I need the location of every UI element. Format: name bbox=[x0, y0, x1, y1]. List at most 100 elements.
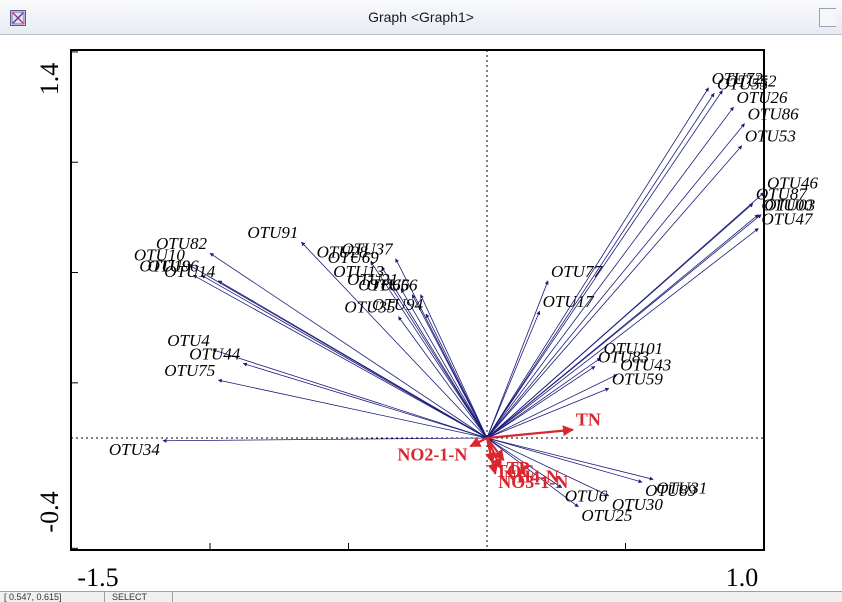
cursor-coordinates: [ 0.547, 0.615] bbox=[2, 592, 105, 602]
title-bar[interactable]: Graph <Graph1> bbox=[0, 0, 842, 35]
species-label-otu69[interactable]: OTU69 bbox=[328, 248, 380, 267]
species-label-otu19[interactable]: OTU19 bbox=[139, 256, 191, 275]
plot-canvas[interactable]: OTU82 OTU10 OTU19 OTU96 OTU14 OTU91 OTU28 OTU69… bbox=[0, 35, 842, 592]
species-label-otu55[interactable]: OTU55 bbox=[717, 74, 768, 93]
species-label-otu52[interactable]: OTU52 bbox=[725, 72, 777, 91]
species-vector-otu44[interactable] bbox=[242, 362, 488, 439]
species-label-otu31[interactable]: OTU31 bbox=[656, 478, 707, 497]
species-label-otu44[interactable]: OTU44 bbox=[189, 345, 241, 364]
status-bar: [ 0.547, 0.615] SELECT bbox=[0, 591, 842, 602]
species-vector-otu89[interactable] bbox=[486, 437, 643, 484]
species-vector-otu77[interactable] bbox=[486, 280, 549, 439]
env-label-no3-1-n[interactable]: NO3-1-N bbox=[498, 472, 568, 492]
window-control-button[interactable] bbox=[819, 8, 836, 27]
species-label-otu66[interactable]: OTU66 bbox=[358, 276, 410, 295]
species-label-otu34[interactable]: OTU34 bbox=[109, 440, 161, 459]
species-vector-otu55[interactable] bbox=[486, 92, 715, 439]
env-label-toc[interactable]: TOC bbox=[496, 461, 535, 481]
env-vector-tn[interactable] bbox=[486, 425, 574, 440]
species-label-otu82[interactable]: OTU82 bbox=[156, 234, 208, 253]
species-vector-otu17[interactable] bbox=[486, 310, 541, 439]
species-vector-otu86[interactable] bbox=[486, 123, 745, 439]
species-vector-otu59[interactable] bbox=[486, 387, 610, 439]
tool-mode: SELECT bbox=[110, 592, 173, 602]
species-vector-otu30[interactable] bbox=[486, 437, 610, 497]
species-label-otu53[interactable]: OTU53 bbox=[745, 127, 796, 146]
species-label-otu14[interactable]: OTU14 bbox=[164, 262, 216, 281]
env-label-nh4-n[interactable]: NH4-N bbox=[504, 466, 559, 486]
species-label-otu37[interactable]: OTU37 bbox=[342, 240, 395, 259]
species-label-otu96[interactable]: OTU96 bbox=[148, 256, 200, 275]
species-vector-otu31[interactable] bbox=[486, 437, 654, 481]
species-label-otu03[interactable]: OTU03 bbox=[764, 196, 815, 215]
species-vector-otu56[interactable] bbox=[420, 294, 488, 439]
env-label-tn[interactable]: TN bbox=[576, 410, 601, 430]
species-label-otu25[interactable]: OTU25 bbox=[581, 506, 632, 525]
species-vector-otu6[interactable] bbox=[486, 437, 563, 488]
species-vector-otu101[interactable] bbox=[486, 357, 601, 439]
species-vector-otu03[interactable] bbox=[486, 214, 762, 439]
species-label-otu77[interactable]: OTU77 bbox=[551, 262, 604, 281]
species-label-otu83[interactable]: OTU83 bbox=[598, 347, 649, 366]
species-label-otu43[interactable]: OTU43 bbox=[620, 356, 671, 375]
graph-window-icon[interactable] bbox=[10, 10, 26, 26]
species-vector-otu14[interactable] bbox=[217, 280, 488, 439]
species-label-otu6[interactable]: OTU6 bbox=[565, 487, 608, 506]
species-vector-otu47[interactable] bbox=[486, 228, 759, 439]
x-tick-label-min: -1.5 bbox=[77, 563, 118, 591]
species-label-otu46[interactable]: OTU46 bbox=[767, 174, 819, 193]
plot-frame bbox=[70, 49, 765, 551]
species-label-otu75[interactable]: OTU75 bbox=[164, 361, 215, 380]
species-label-otu56[interactable]: OTU56 bbox=[367, 276, 419, 295]
species-vector-otu91[interactable] bbox=[301, 241, 488, 439]
species-label-otu86[interactable]: OTU86 bbox=[748, 105, 800, 124]
species-label-otu89[interactable]: OTU89 bbox=[645, 481, 697, 500]
species-vector-otu21[interactable] bbox=[400, 288, 488, 439]
species-vector-otu96[interactable] bbox=[201, 274, 488, 439]
species-label-otu28[interactable]: OTU28 bbox=[317, 243, 369, 262]
species-vector-otu26[interactable] bbox=[486, 106, 734, 439]
species-label-otu94[interactable]: OTU94 bbox=[372, 295, 424, 314]
env-label-tp[interactable]: TP bbox=[507, 458, 530, 478]
species-label-otu21[interactable]: OTU21 bbox=[347, 270, 398, 289]
env-vector-nh4-n[interactable] bbox=[485, 437, 502, 470]
species-label-otu72[interactable]: OTU72 bbox=[712, 69, 764, 88]
species-label-otu87[interactable]: OTU87 bbox=[756, 185, 809, 204]
species-vector-otu82[interactable] bbox=[209, 252, 488, 439]
species-vector-otu72[interactable] bbox=[486, 87, 709, 439]
species-vector-otu66[interactable] bbox=[411, 294, 488, 439]
species-label-otu91[interactable]: OTU91 bbox=[247, 223, 298, 242]
species-vector-otu34[interactable] bbox=[162, 437, 488, 443]
species-label-otu17[interactable]: OTU17 bbox=[543, 292, 596, 311]
env-label-no2-1-n[interactable]: NO2-1-N bbox=[397, 444, 467, 464]
species-vector-otu94[interactable] bbox=[425, 313, 488, 439]
species-vector-otu35[interactable] bbox=[398, 316, 488, 439]
species-vector-otu87[interactable] bbox=[486, 203, 754, 439]
species-label-otu26[interactable]: OTU26 bbox=[737, 88, 789, 107]
species-label-otu4[interactable]: OTU4 bbox=[167, 331, 210, 350]
species-vector-otu52[interactable] bbox=[486, 90, 723, 439]
env-vector-no3-1-n[interactable] bbox=[485, 437, 499, 475]
species-label-otu35[interactable]: OTU35 bbox=[344, 298, 395, 317]
species-label-otu101[interactable]: OTU101 bbox=[604, 339, 664, 358]
species-vector-otu83[interactable] bbox=[486, 365, 596, 439]
species-vector-otu4[interactable] bbox=[212, 348, 488, 439]
species-label-otu00[interactable]: OTU00 bbox=[761, 196, 813, 215]
species-vector-otu69[interactable] bbox=[381, 266, 488, 439]
species-vector-otu19[interactable] bbox=[193, 274, 488, 439]
species-vector-otu53[interactable] bbox=[486, 145, 743, 439]
species-vector-otu43[interactable] bbox=[486, 374, 618, 439]
species-vector-otu75[interactable] bbox=[217, 378, 488, 439]
y-tick-label-min: -0.4 bbox=[35, 491, 64, 532]
species-vector-otu13[interactable] bbox=[386, 280, 488, 439]
env-vector-no2-1-n[interactable] bbox=[469, 436, 488, 448]
species-label-otu10[interactable]: OTU10 bbox=[134, 245, 186, 264]
axis-ticks bbox=[71, 51, 765, 550]
species-label-otu13[interactable]: OTU13 bbox=[333, 262, 384, 281]
species-label-otu47[interactable]: OTU47 bbox=[761, 209, 814, 228]
species-label-otu30[interactable]: OTU30 bbox=[612, 495, 664, 514]
species-vector-otu28[interactable] bbox=[370, 261, 488, 439]
species-label-otu59[interactable]: OTU59 bbox=[612, 369, 664, 388]
